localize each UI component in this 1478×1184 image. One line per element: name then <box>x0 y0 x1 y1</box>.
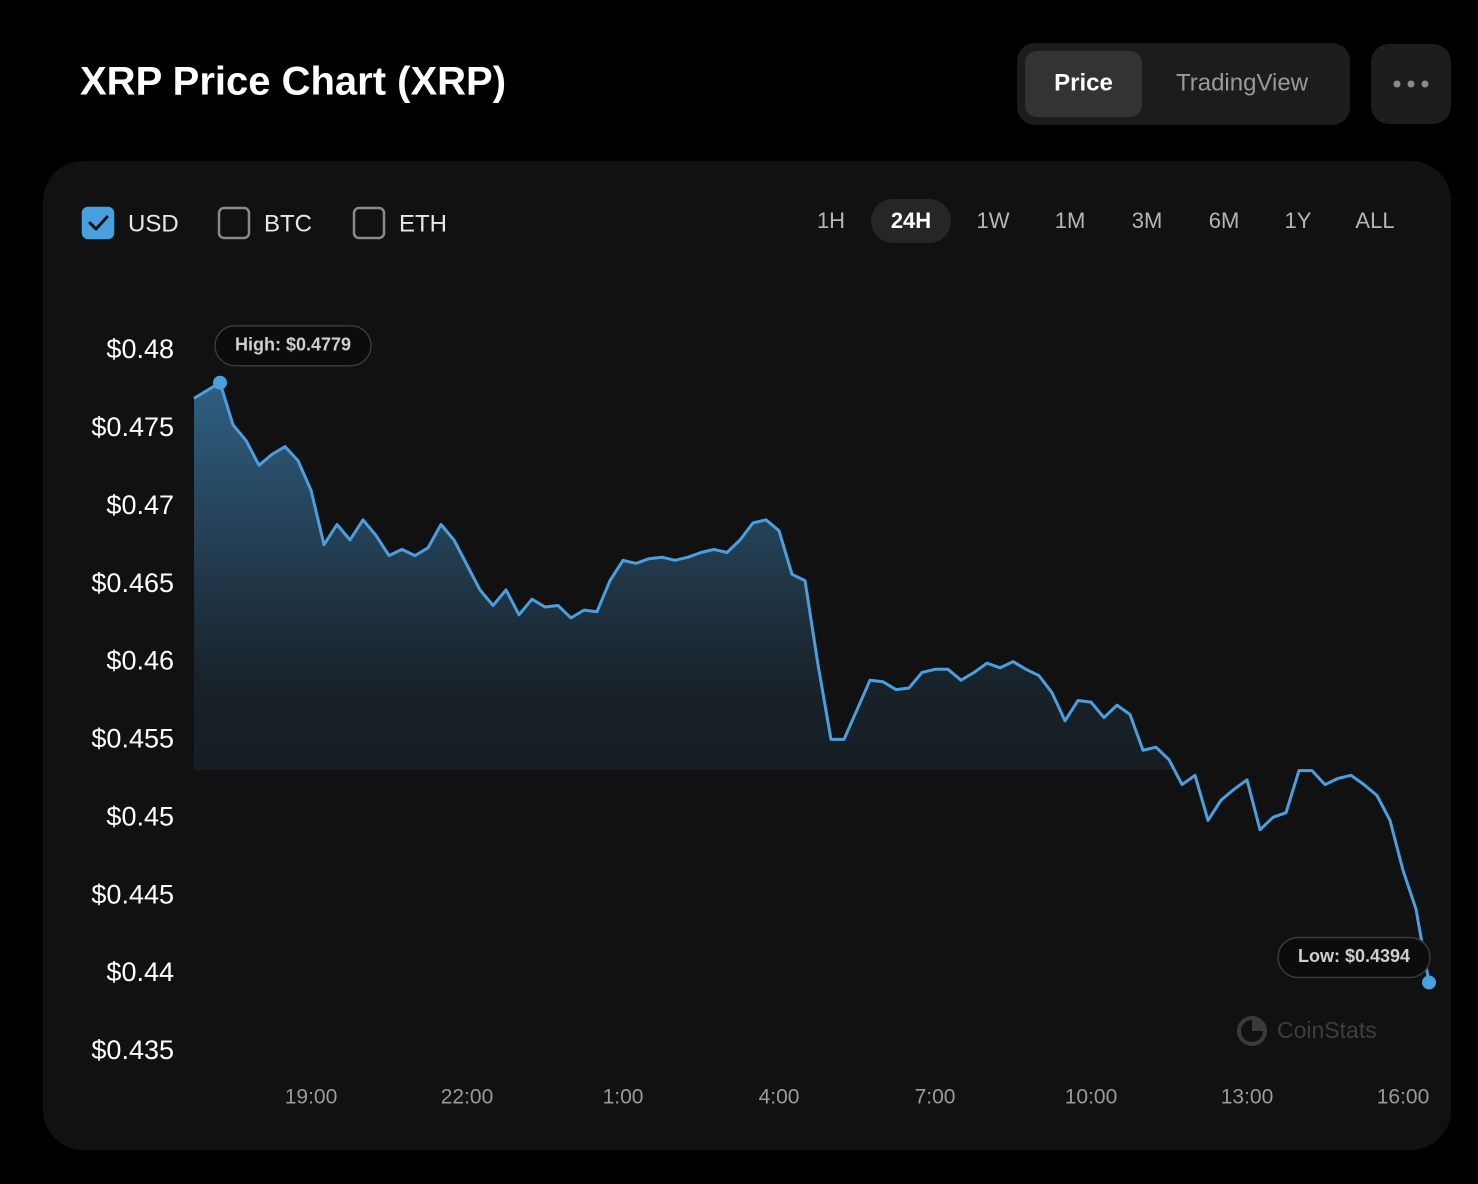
x-tick-label: 10:00 <box>1065 1086 1118 1109</box>
x-tick-label: 22:00 <box>441 1086 494 1109</box>
y-tick-label: $0.46 <box>106 646 174 676</box>
y-tick-label: $0.435 <box>91 1035 174 1065</box>
high-badge <box>214 324 372 367</box>
range-button[interactable]: 24H <box>891 208 931 233</box>
view-tab[interactable]: Price <box>1054 69 1113 96</box>
range-button[interactable]: 1Y <box>1285 208 1312 233</box>
low-badge <box>1277 936 1431 979</box>
watermark: CoinStats <box>1237 1016 1377 1046</box>
range-active[interactable] <box>871 199 951 243</box>
x-tick-label: 4:00 <box>759 1086 800 1109</box>
y-tick-label: $0.475 <box>91 412 174 442</box>
range-button[interactable]: 6M <box>1209 208 1240 233</box>
x-tick-label: 13:00 <box>1221 1086 1274 1109</box>
more-dot <box>1393 80 1401 88</box>
high-label: High: $0.4779 <box>235 334 351 354</box>
checkbox[interactable] <box>81 206 115 240</box>
checkbox[interactable] <box>217 206 251 240</box>
y-tick-label: $0.47 <box>106 490 174 520</box>
currency-label[interactable]: ETH <box>399 210 447 237</box>
range-button[interactable]: 3M <box>1132 208 1163 233</box>
view-tab-active[interactable] <box>1025 51 1142 117</box>
range-button[interactable]: 1M <box>1055 208 1086 233</box>
range-button[interactable]: 1W <box>977 208 1010 233</box>
range-button[interactable]: 1H <box>817 208 845 233</box>
y-tick-label: $0.465 <box>91 568 174 598</box>
y-tick-label: $0.445 <box>91 879 174 909</box>
low-label: Low: $0.4394 <box>1298 946 1410 966</box>
more-dot <box>1421 80 1429 88</box>
y-tick-label: $0.455 <box>91 724 174 754</box>
x-tick-label: 16:00 <box>1377 1086 1430 1109</box>
y-tick-label: $0.44 <box>106 957 174 987</box>
view-tab[interactable]: TradingView <box>1176 69 1309 96</box>
price-area <box>194 382 1175 770</box>
x-tick-label: 19:00 <box>285 1086 338 1109</box>
watermark-text: CoinStats <box>1277 1017 1377 1043</box>
low-point <box>1422 975 1436 990</box>
watermark-icon <box>1252 1018 1265 1031</box>
range-button[interactable]: ALL <box>1355 208 1394 233</box>
y-tick-label: $0.48 <box>106 334 174 364</box>
price-line <box>193 381 1431 983</box>
checkbox[interactable] <box>352 206 386 240</box>
currency-label[interactable]: USD <box>128 210 179 237</box>
x-tick-label: 1:00 <box>603 1086 644 1109</box>
page-title: XRP Price Chart (XRP) <box>80 60 506 104</box>
currency-label[interactable]: BTC <box>264 210 312 237</box>
high-point <box>213 375 227 390</box>
y-tick-label: $0.45 <box>106 801 174 831</box>
checkmark <box>88 215 109 231</box>
more-dot <box>1407 80 1415 88</box>
x-tick-label: 7:00 <box>915 1086 956 1109</box>
